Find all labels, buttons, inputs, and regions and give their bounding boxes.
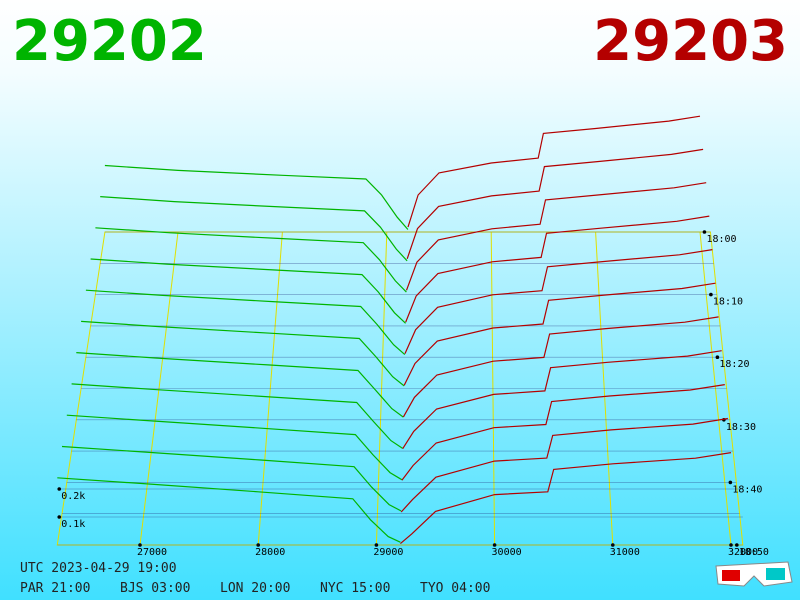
ask-depth-line [400,452,732,545]
time-tick-mark [702,230,707,234]
time-label: 18:30 [726,422,756,433]
bid-depth-line [71,383,403,449]
y-tick-label: 0.2k [61,491,85,502]
ask-depth-line [405,215,710,323]
utc-clock: UTC 2023-04-29 19:00 [20,561,177,576]
ask-depth-line [405,182,707,291]
time-tick-mark [735,543,739,547]
bid-depth-line [104,164,409,230]
time-tick-mark [728,480,733,485]
zone-clock: LON 20:00 [220,581,290,596]
time-label: 18:10 [713,297,743,308]
x-tick-label: 31000 [610,547,640,558]
floor: 27000 28000 29000 30000 31000 32000 0.1k 0.2k 18… [56,230,769,558]
time-label: 18:50 [739,547,769,558]
bid-depth-line [95,227,407,293]
zone-clock: TYO 04:00 [420,581,490,596]
time-tick-mark [709,292,713,297]
time-label: 18:40 [732,484,762,495]
bid-depth-line [100,196,408,262]
zone-clock: BJS 03:00 [120,581,190,596]
time-label: 18:00 [706,234,736,245]
3d-glasses-icon [715,561,793,587]
bid-price: 29202 [12,9,207,74]
ask-depth-line [402,350,722,450]
bid-depth-line [61,445,402,512]
zone-clock: PAR 21:00 [20,581,90,596]
ask-depth-line [407,115,701,228]
y-tick-label: 0.1k [61,519,85,530]
x-tick-label: 30000 [492,547,522,558]
bid-depth-line [81,320,405,387]
x-tick-label: 28000 [255,547,285,558]
ask-depth-line [403,282,716,386]
bid-depth-line [57,477,401,543]
ask-depth-line [401,384,725,481]
ask-price: 29203 [593,9,788,74]
bid-depth-line [66,414,403,481]
x-tick-label: 32000 [728,547,758,558]
zones: PAR 21:00 BJS 03:00 LON 20:00 NYC 15:00 TYO … [20,581,490,596]
time-tick-mark [715,355,720,360]
y-tick-mark [57,487,62,491]
time-label: 18:20 [719,359,749,370]
ask-depth-line [402,316,719,418]
x-tick-label: 27000 [137,547,167,558]
bid-depth-line [85,289,406,356]
x-tick-label: 29000 [373,547,403,558]
plot [57,115,732,545]
ask-depth-line [404,249,713,354]
ask-depth-line [406,148,704,259]
ask-depth-line [400,417,728,513]
y-tick-mark [57,515,62,519]
zone-clock: NYC 15:00 [320,581,390,596]
bid-depth-line [90,258,407,324]
bid-depth-line [76,352,404,418]
